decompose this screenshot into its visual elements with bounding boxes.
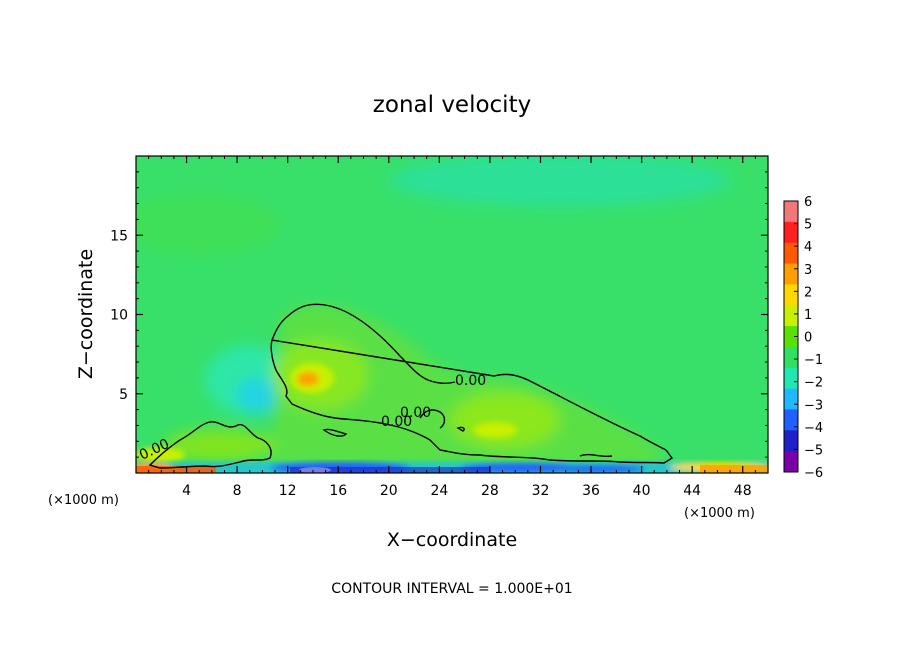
colorbar-tick-label: 1 xyxy=(804,308,812,323)
y-tick-label: 5 xyxy=(119,387,128,403)
x-tick-label: 4 xyxy=(182,483,191,499)
y-axis-title: Z−coordinate xyxy=(75,249,97,379)
x-tick-label: 24 xyxy=(430,483,448,499)
x-tick-label: 20 xyxy=(380,483,398,499)
colorbar-tick-label: −2 xyxy=(804,376,823,391)
contour-small-1 xyxy=(322,428,348,437)
x-tick-label: 48 xyxy=(734,483,752,499)
colorbar-segment xyxy=(784,221,798,244)
colorbar-segment xyxy=(784,388,798,410)
colorbar-segment xyxy=(784,451,798,473)
x-axis-ticks: 4 8 12 16 20 24 28 32 36 40 44 48 xyxy=(148,156,756,499)
x-tick-label: 40 xyxy=(633,483,651,499)
heatmap-field xyxy=(136,156,768,473)
colorbar: 6 5 4 3 2 1 0 −1 −2 −3 −4 −5 −6 xyxy=(783,195,823,481)
colorbar-tick-label: −1 xyxy=(804,353,823,368)
colorbar-segment xyxy=(784,284,798,306)
colorbar-tick-label: 2 xyxy=(804,285,812,300)
contour-inner xyxy=(419,409,446,429)
colorbar-segment xyxy=(784,305,798,327)
x-unit-label-right: (×1000 m) xyxy=(684,506,755,521)
contour-main xyxy=(270,303,674,464)
colorbar-segment xyxy=(784,367,798,390)
y-axis-ticks: 5 10 15 xyxy=(110,171,768,458)
chart-title: zonal velocity xyxy=(373,92,531,118)
x-axis-title: X−coordinate xyxy=(387,529,517,551)
contour-label-2: 0.00 xyxy=(381,414,412,430)
colorbar-segment xyxy=(784,201,798,223)
colorbar-tick-label: −6 xyxy=(804,466,823,481)
x-tick-label: 44 xyxy=(683,483,701,499)
x-tick-label: 32 xyxy=(532,483,550,499)
x-tick-label: 28 xyxy=(481,483,499,499)
x-tick-label: 16 xyxy=(329,483,347,499)
colorbar-segment xyxy=(784,346,798,369)
colorbar-segment xyxy=(784,242,798,265)
contour-lower-right xyxy=(579,453,613,458)
colorbar-segment xyxy=(784,409,798,431)
contour-lower-left xyxy=(148,421,272,469)
contour-label-1: 0.00 xyxy=(455,373,486,389)
colorbar-tick-label: 3 xyxy=(804,263,812,278)
x-unit-label-left: (×1000 m) xyxy=(48,493,119,508)
colorbar-tick-label: −3 xyxy=(804,398,823,413)
colorbar-tick-label: 6 xyxy=(804,195,812,210)
colorbar-tick-label: −4 xyxy=(804,421,823,436)
colorbar-segment xyxy=(784,263,798,285)
x-tick-label: 36 xyxy=(582,483,600,499)
colorbar-segment xyxy=(784,430,798,452)
x-tick-label: 8 xyxy=(233,483,242,499)
y-tick-label: 10 xyxy=(110,308,128,324)
contour-small-2 xyxy=(456,426,465,432)
contour-label-3: 0.00 xyxy=(400,405,431,421)
colorbar-tick-label: 5 xyxy=(804,218,812,233)
colorbar-tick-label: −5 xyxy=(804,443,823,458)
colorbar-tick-label: 4 xyxy=(804,240,812,255)
colorbar-tick-label: 0 xyxy=(804,331,812,346)
colorbar-segment xyxy=(784,326,798,348)
contour-interval-note: CONTOUR INTERVAL = 1.000E+01 xyxy=(331,581,572,597)
y-tick-label: 15 xyxy=(110,228,128,244)
contour-lines xyxy=(148,303,674,469)
x-tick-label: 12 xyxy=(279,483,297,499)
